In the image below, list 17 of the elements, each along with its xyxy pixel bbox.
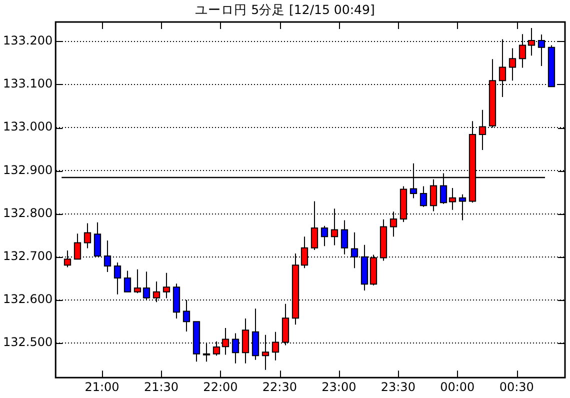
x-tick-label: 00:00 (440, 380, 475, 394)
chart-title: ユーロ円 5分足 [12/15 00:49] (194, 2, 376, 19)
y-tick-label: 132.800 (3, 206, 53, 220)
y-tick-label: 133.000 (3, 120, 53, 134)
x-tick-label: 21:00 (84, 380, 120, 394)
x-tick-label: 22:30 (262, 380, 298, 394)
x-tick-label: 00:30 (499, 380, 534, 394)
x-tick-label: 23:30 (380, 380, 416, 394)
y-tick-label: 132.900 (3, 162, 53, 177)
x-tick-label: 21:30 (144, 380, 179, 394)
y-tick-label: 132.500 (3, 335, 53, 350)
y-tick-label: 132.700 (3, 249, 53, 264)
y-tick-label: 133.100 (3, 76, 53, 91)
y-tick-label: 133.200 (3, 34, 53, 48)
x-tick-label: 22:00 (203, 380, 238, 394)
x-tick-label: 23:00 (322, 380, 356, 394)
y-tick-label: 132.600 (3, 292, 53, 306)
